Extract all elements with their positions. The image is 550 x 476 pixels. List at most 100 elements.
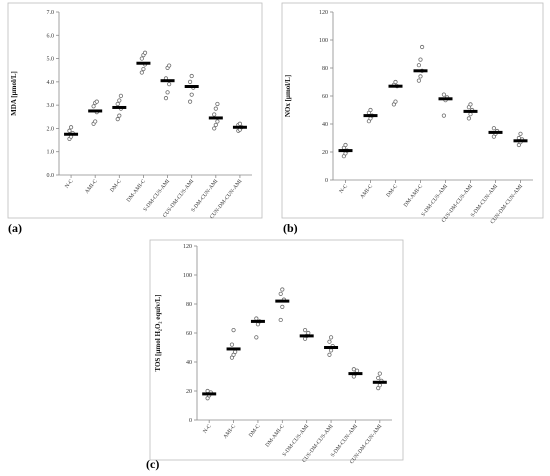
x-tick-label: DM-AMI-C bbox=[126, 178, 147, 203]
data-point bbox=[280, 287, 285, 292]
x-tick-label: S-DM-CUN-AMI bbox=[470, 183, 499, 218]
data-point bbox=[393, 99, 398, 104]
y-tick-label: 0.0 bbox=[47, 173, 55, 179]
data-point bbox=[205, 388, 210, 394]
data-point bbox=[187, 79, 193, 84]
data-point bbox=[142, 50, 148, 55]
data-point bbox=[215, 101, 220, 107]
y-tick-label: 1.0 bbox=[47, 150, 55, 156]
y-tick-label: 40 bbox=[186, 360, 192, 366]
y-tick-label: 7.0 bbox=[47, 10, 55, 16]
data-point bbox=[328, 335, 334, 340]
x-tick-label: S-DM-CUS-AMI bbox=[420, 183, 449, 217]
y-tick-label: 5.0 bbox=[47, 57, 55, 63]
y-tick-label: 20 bbox=[322, 150, 328, 156]
data-point bbox=[167, 63, 172, 68]
y-tick-label: 80 bbox=[322, 66, 328, 72]
data-point bbox=[327, 339, 332, 344]
chart-panel-b: 0 20 40 60 80 100 120 NOx [µmol/L] N-C AMI-C DM-C D… bbox=[281, 2, 544, 235]
data-point bbox=[278, 317, 283, 323]
data-point bbox=[468, 112, 473, 117]
data-point bbox=[139, 70, 144, 75]
data-point bbox=[215, 119, 220, 124]
data-point bbox=[302, 327, 308, 333]
data-point bbox=[327, 352, 332, 357]
y-axis-label: TOS [µmol H₂O₂ equiv/L] bbox=[154, 294, 162, 371]
y-tick-label: 0 bbox=[325, 178, 328, 184]
data-point bbox=[115, 101, 120, 107]
x-tick-label: DM-C bbox=[385, 183, 399, 198]
data-point bbox=[377, 371, 382, 376]
panel-label: (b) bbox=[283, 221, 298, 235]
data-point bbox=[441, 113, 446, 118]
data-point bbox=[306, 330, 311, 336]
data-point bbox=[419, 44, 425, 50]
data-point bbox=[516, 135, 522, 141]
data-point bbox=[189, 92, 194, 97]
y-tick-label: 80 bbox=[186, 302, 192, 308]
data-point bbox=[418, 74, 423, 79]
data-point bbox=[416, 78, 421, 83]
data-point bbox=[393, 79, 398, 85]
data-point bbox=[237, 121, 243, 126]
data-point bbox=[141, 66, 146, 72]
x-tick-label: N-C bbox=[64, 178, 75, 189]
data-point bbox=[254, 335, 259, 340]
x-tick-label: DM-C bbox=[109, 178, 123, 193]
data-point bbox=[117, 98, 122, 103]
y-tick-label: 60 bbox=[322, 94, 328, 100]
data-point bbox=[468, 102, 473, 107]
data-point bbox=[165, 90, 170, 95]
data-point bbox=[441, 92, 446, 97]
x-tick-label: DM-AMI-C bbox=[403, 183, 424, 208]
y-tick-label: 40 bbox=[322, 122, 328, 128]
chart-frame bbox=[149, 239, 404, 461]
data-point bbox=[233, 349, 238, 354]
chart-frame bbox=[7, 2, 263, 219]
data-point bbox=[213, 122, 218, 128]
data-point bbox=[118, 93, 124, 98]
chart-panel-a: 0.0 1.0 2.0 3.0 4.0 5.0 6.0 7.0 MDA [µmol/L] N-C A… bbox=[7, 2, 263, 235]
data-point bbox=[212, 126, 217, 131]
data-point bbox=[418, 57, 423, 62]
x-tick-label: AMI-C bbox=[84, 178, 99, 195]
y-tick-label: 60 bbox=[186, 331, 192, 337]
data-point bbox=[187, 99, 193, 104]
data-point bbox=[229, 342, 235, 347]
y-tick-label: 4.0 bbox=[47, 80, 55, 86]
data-point bbox=[416, 63, 421, 68]
data-point bbox=[117, 113, 122, 118]
data-point bbox=[368, 107, 373, 113]
data-point bbox=[376, 375, 381, 381]
data-point bbox=[280, 304, 285, 309]
data-point bbox=[189, 73, 194, 79]
data-point bbox=[466, 116, 471, 121]
y-tick-label: 3.0 bbox=[47, 103, 55, 109]
data-point bbox=[343, 142, 348, 148]
data-point bbox=[91, 104, 96, 109]
data-point bbox=[139, 56, 144, 61]
x-tick-label: AMI-C bbox=[359, 183, 374, 200]
y-tick-label: 100 bbox=[183, 273, 192, 279]
y-tick-label: 120 bbox=[183, 244, 192, 250]
y-tick-label: 100 bbox=[319, 38, 328, 44]
x-tick-label: AMI-C bbox=[222, 423, 237, 440]
y-tick-label: 2.0 bbox=[47, 126, 55, 132]
data-point bbox=[212, 112, 217, 117]
y-axis-label: MDA [µmol/L] bbox=[10, 71, 18, 116]
chart-frame bbox=[281, 2, 544, 219]
x-tick-label: N-C bbox=[339, 183, 350, 194]
data-point bbox=[163, 96, 169, 101]
data-point bbox=[328, 348, 334, 353]
y-tick-label: 120 bbox=[319, 10, 328, 16]
x-tick-label: N-C bbox=[202, 423, 213, 434]
y-tick-label: 20 bbox=[186, 389, 192, 395]
data-point bbox=[68, 125, 74, 130]
panel-label: (a) bbox=[8, 221, 22, 235]
data-point bbox=[491, 126, 496, 131]
data-point bbox=[213, 106, 218, 111]
y-tick-label: 0 bbox=[189, 418, 192, 424]
data-point bbox=[167, 82, 172, 87]
panel-label: (c) bbox=[146, 457, 159, 471]
